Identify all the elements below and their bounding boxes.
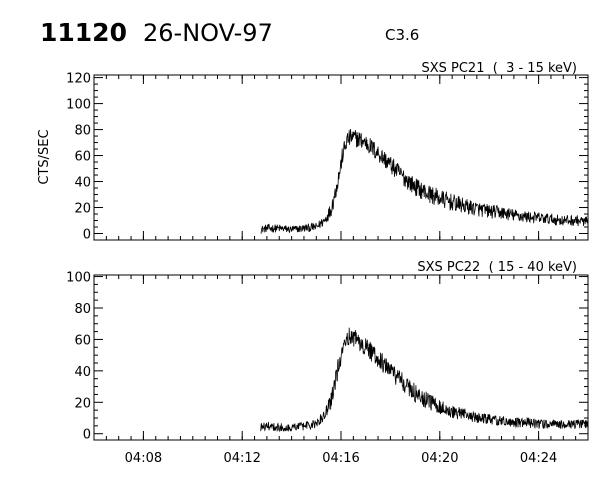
ytick-label: 60 [74,333,91,348]
panel-title-pc22: SXS PC22 ( 15 - 40 keV) [417,260,577,275]
xtick-label: 04:20 [421,451,458,466]
xtick-label: 04:24 [520,451,557,466]
panel-pc21: SXS PC21 ( 3 - 15 keV) CTS/SEC 0 20 40 60 80… [37,61,589,243]
ytick-label: 20 [74,202,91,217]
xtick-label: 04:08 [125,451,162,466]
ytick-label: 80 [74,302,91,317]
y-axis-label: CTS/SEC [37,129,52,184]
ytick-label: 40 [74,176,91,191]
xtick-label: 04:16 [322,451,359,466]
ytick-label: 100 [66,98,91,113]
series-line-pc21 [260,128,589,234]
ytick-label: 0 [83,428,91,443]
ytick-label: 0 [83,228,91,243]
ytick-label: 20 [74,396,91,411]
panel-pc21-frame [93,74,589,241]
panel-title-pc21: SXS PC21 ( 3 - 15 keV) [421,61,577,76]
panel-pc22-frame [93,274,589,441]
panel-pc22-ticks: 0 20 40 60 80 100 04:08 04:12 04:16 04:20 04:24 [66,271,589,466]
flare-class: C3.6 [385,26,419,44]
panel-pc21-marks [260,128,589,234]
panel-pc22-marks [260,327,589,433]
date-label: 26-NOV-97 [143,19,273,47]
ytick-label: 80 [74,124,91,139]
xtick-label: 04:12 [223,451,260,466]
ytick-label: 40 [74,365,91,380]
event-id: 11120 [40,18,127,47]
ytick-label: 100 [66,271,91,286]
ytick-label: 60 [74,150,91,165]
panel-pc22: SXS PC22 ( 15 - 40 keV) 0 20 40 60 80 100 04:0… [66,260,589,466]
ytick-label: 120 [66,72,91,87]
series-line-pc22 [260,327,589,433]
